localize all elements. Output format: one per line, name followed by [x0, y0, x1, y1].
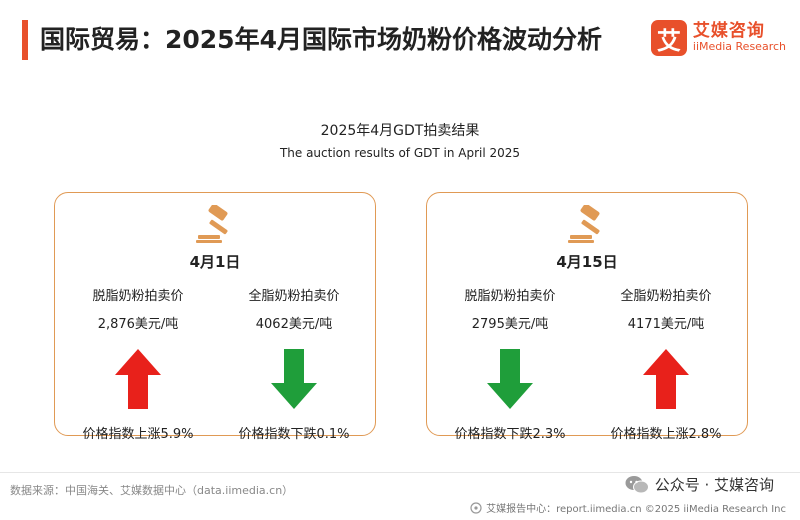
chart-subtitle-cn: 2025年4月GDT拍卖结果	[320, 123, 480, 139]
skim-milk-powder-column: 脱脂奶粉拍卖价 2795美元/吨 价格指数下跌2.3%	[435, 287, 585, 445]
product-label: 全脂奶粉拍卖价	[620, 289, 712, 304]
auction-card-apr15: 4月15日 脱脂奶粉拍卖价 2795美元/吨 价格指数下跌2.3% 全脂奶粉拍卖…	[426, 192, 748, 442]
price-index-change: 价格指数下跌2.3%	[454, 427, 566, 442]
product-label: 脱脂奶粉拍卖价	[464, 289, 556, 304]
wechat-account-name: 公众号 · 艾媒咨询	[654, 476, 774, 494]
auction-price: 4062美元/吨	[255, 317, 333, 332]
auction-price: 2795美元/吨	[471, 317, 549, 332]
whole-milk-powder-column: 全脂奶粉拍卖价 4171美元/吨 价格指数上涨2.8%	[591, 287, 741, 445]
brand-name-en: iiMedia Research	[692, 40, 786, 54]
arrow-up-icon	[115, 349, 161, 409]
auction-price: 4171美元/吨	[627, 317, 705, 332]
title-accent-bar	[22, 20, 28, 60]
auction-card-apr1: 4月1日 脱脂奶粉拍卖价 2,876美元/吨 价格指数上涨5.9% 全脂奶粉拍卖…	[54, 192, 376, 442]
footer-divider	[0, 472, 800, 473]
arrow-down-icon	[487, 349, 533, 409]
auction-date: 4月15日	[556, 253, 618, 271]
data-source-note: 数据来源：中国海关、艾媒数据中心（data.iimedia.cn）	[10, 484, 294, 497]
auction-price: 2,876美元/吨	[97, 317, 179, 332]
gavel-icon	[196, 205, 228, 243]
skim-milk-powder-column: 脱脂奶粉拍卖价 2,876美元/吨 价格指数上涨5.9%	[63, 287, 213, 445]
gavel-icon	[568, 205, 600, 243]
product-label: 全脂奶粉拍卖价	[248, 289, 340, 304]
chart-subtitle-en: The auction results of GDT in April 2025	[279, 146, 521, 160]
page-title: 国际贸易：2025年4月国际市场奶粉价格波动分析	[40, 25, 602, 54]
copyright-line: 艾媒报告中心：report.iimedia.cn ©2025 iiMedia R…	[470, 500, 786, 515]
price-index-change: 价格指数下跌0.1%	[238, 427, 350, 442]
brand-logo-block: 艾 艾媒咨询 iiMedia Research	[650, 18, 786, 58]
report-center-icon	[470, 501, 482, 514]
arrow-up-icon	[643, 349, 689, 409]
brand-name-cn: 艾媒咨询	[692, 21, 765, 42]
arrow-down-icon	[271, 349, 317, 409]
product-label: 脱脂奶粉拍卖价	[92, 289, 184, 304]
wechat-icon	[625, 475, 649, 493]
brand-logo-icon: 艾	[650, 20, 687, 56]
auction-date: 4月1日	[189, 253, 241, 271]
price-index-change: 价格指数上涨2.8%	[610, 427, 722, 442]
wechat-account: 公众号 · 艾媒咨询	[625, 474, 774, 495]
price-index-change: 价格指数上涨5.9%	[82, 427, 194, 442]
whole-milk-powder-column: 全脂奶粉拍卖价 4062美元/吨 价格指数下跌0.1%	[219, 287, 369, 445]
copyright-text: 艾媒报告中心：report.iimedia.cn ©2025 iiMedia R…	[486, 504, 786, 515]
